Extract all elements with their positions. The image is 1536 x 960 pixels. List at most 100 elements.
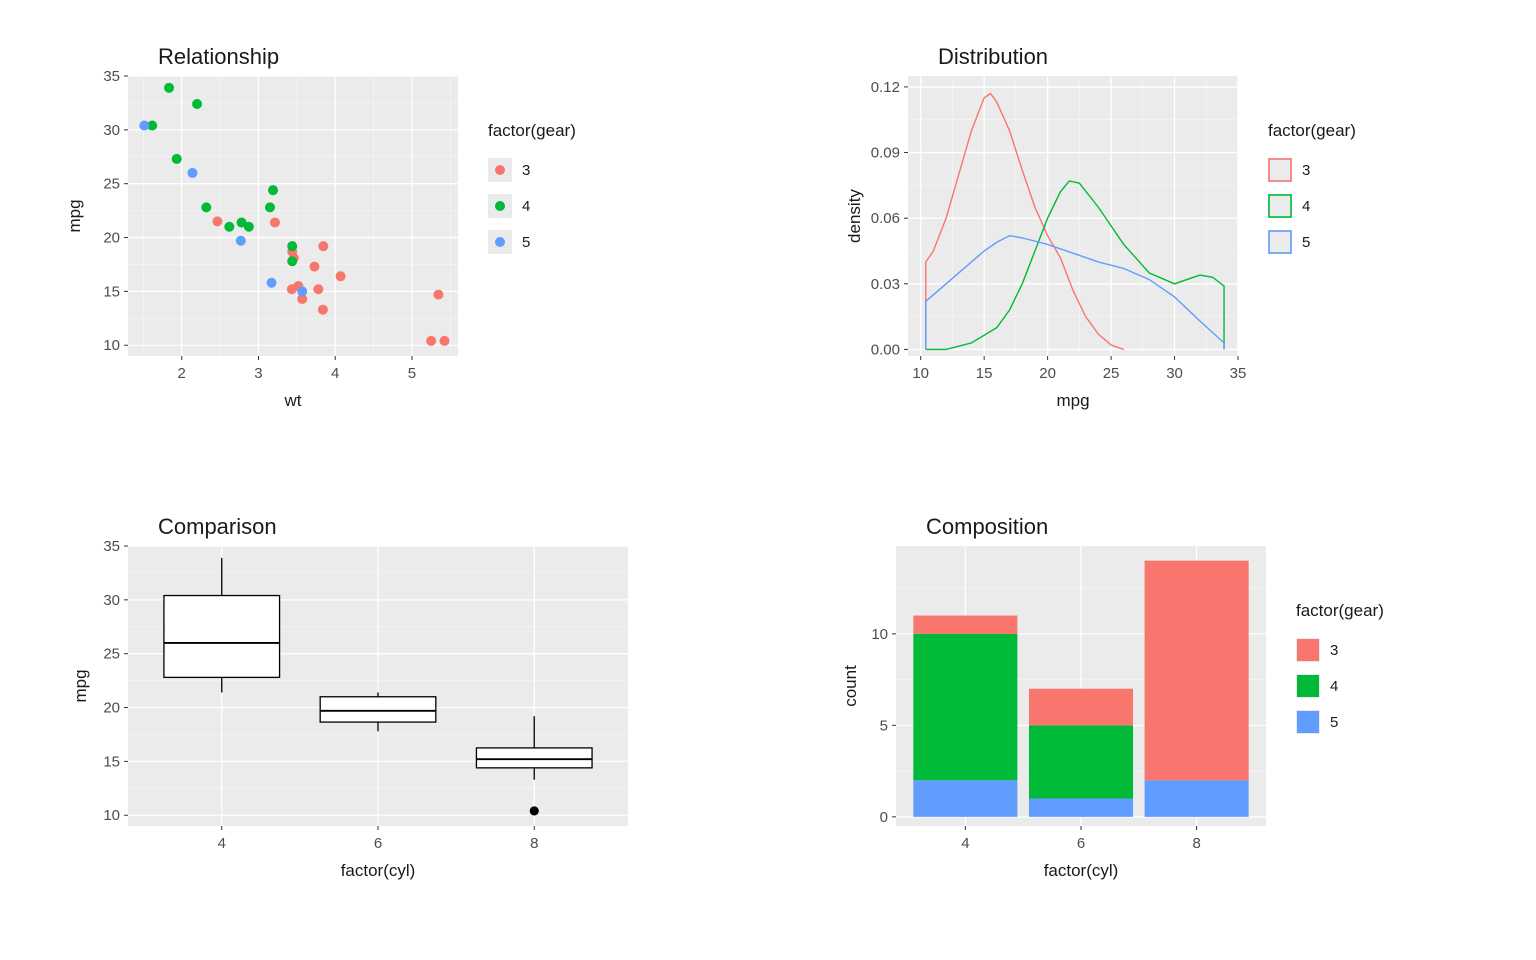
y-tick-label: 20	[103, 230, 120, 247]
scatter-point	[309, 262, 319, 272]
legend-label: 5	[522, 234, 530, 251]
x-tick-label: 35	[1230, 365, 1247, 382]
scatter-cell: Relationship2345101520253035wtmpgfactor(…	[50, 40, 728, 450]
y-tick-label: 10	[871, 626, 888, 643]
scatter-point	[313, 284, 323, 294]
y-tick-label: 15	[103, 753, 120, 770]
scatter-point	[426, 336, 436, 346]
y-tick-label: 0.00	[871, 341, 900, 358]
y-tick-label: 10	[103, 337, 120, 354]
legend-label: 4	[1330, 678, 1338, 695]
scatter-point	[268, 185, 278, 195]
legend-key: 5	[1296, 710, 1338, 734]
x-tick-label: 30	[1166, 365, 1183, 382]
scatter-point	[433, 290, 443, 300]
bar-segment	[1029, 799, 1133, 817]
scatter-point	[265, 202, 275, 212]
scatter-point	[224, 222, 234, 232]
x-axis-label: wt	[284, 391, 302, 410]
scatter-point	[267, 278, 277, 288]
x-tick-label: 2	[178, 365, 186, 382]
y-tick-label: 5	[880, 717, 888, 734]
y-tick-label: 20	[103, 700, 120, 717]
x-tick-label: 8	[1192, 835, 1200, 852]
bar-segment	[1029, 689, 1133, 726]
legend-title: factor(gear)	[1296, 601, 1384, 620]
bar-segment	[913, 616, 1017, 634]
legend-label: 3	[1330, 642, 1338, 659]
x-tick-label: 6	[374, 835, 382, 852]
stacked-bar-plot: Composition0510468factor(cyl)countfactor…	[808, 510, 1468, 900]
chart-grid: Relationship2345101520253035wtmpgfactor(…	[0, 0, 1536, 960]
scatter-point	[139, 121, 149, 131]
stack-cell: Composition0510468factor(cyl)countfactor…	[808, 510, 1486, 920]
scatter-point	[439, 336, 449, 346]
x-tick-label: 6	[1077, 835, 1085, 852]
legend-label: 3	[522, 162, 530, 179]
x-tick-label: 25	[1103, 365, 1120, 382]
legend-label: 4	[522, 198, 530, 215]
scatter-point	[192, 99, 202, 109]
scatter-point	[187, 168, 197, 178]
y-tick-label: 35	[103, 538, 120, 555]
legend-key: 4	[1268, 194, 1310, 218]
y-axis-label: density	[845, 189, 864, 243]
legend-key: 5	[1268, 230, 1310, 254]
x-tick-label: 15	[976, 365, 993, 382]
x-axis-label: factor(cyl)	[1044, 861, 1119, 880]
scatter-point	[164, 83, 174, 93]
box	[476, 748, 592, 768]
legend-label: 5	[1330, 714, 1338, 731]
y-tick-label: 25	[103, 646, 120, 663]
outlier-point	[530, 806, 539, 815]
bar-segment	[1145, 780, 1249, 817]
x-tick-label: 4	[218, 835, 226, 852]
plot-title: Comparison	[158, 514, 277, 539]
bar-segment	[1145, 561, 1249, 781]
x-tick-label: 8	[530, 835, 538, 852]
legend-label: 3	[1302, 162, 1310, 179]
bar-segment	[913, 634, 1017, 780]
y-axis-label: mpg	[71, 669, 90, 702]
box-cell: Comparison 10 15 20 25 30 35 4 6 8 factor(cyl) mpg	[50, 510, 728, 920]
y-tick-label: 0.03	[871, 276, 900, 293]
legend-key: 3	[1268, 158, 1310, 182]
y-tick-label: 0.06	[871, 210, 900, 227]
scatter-point	[201, 202, 211, 212]
scatter-point	[318, 241, 328, 251]
scatter-point	[270, 217, 280, 227]
scatter-point	[236, 236, 246, 246]
density-plot: Distribution1015202530350.000.030.060.09…	[808, 40, 1468, 430]
y-tick-label: 0.09	[871, 145, 900, 162]
scatter-point	[172, 154, 182, 164]
box	[164, 596, 280, 678]
x-tick-label: 3	[254, 365, 262, 382]
legend-title: factor(gear)	[488, 121, 576, 140]
legend-key: 3	[1296, 638, 1338, 662]
legend-key: 4	[1296, 674, 1338, 698]
x-axis-label: mpg	[1056, 391, 1089, 410]
y-tick-label: 35	[103, 68, 120, 85]
plot-title: Distribution	[938, 44, 1048, 69]
y-axis-label: mpg	[65, 199, 84, 232]
x-tick-label: 4	[331, 365, 339, 382]
box	[320, 697, 436, 722]
scatter-point	[297, 286, 307, 296]
x-axis-label: factor(cyl)	[341, 861, 416, 880]
scatter-point	[318, 305, 328, 315]
x-tick-label: 20	[1039, 365, 1056, 382]
scatter-point	[287, 256, 297, 266]
box-plot: Comparison 10 15 20 25 30 35 4 6 8 factor(cyl) mpg	[50, 510, 710, 900]
legend-key: 5	[488, 230, 530, 254]
legend-key: 3	[488, 158, 530, 182]
y-tick-label: 10	[103, 807, 120, 824]
legend-label: 5	[1302, 234, 1310, 251]
y-tick-label: 0.12	[871, 79, 900, 96]
y-tick-label: 0	[880, 809, 888, 826]
y-tick-label: 15	[103, 283, 120, 300]
scatter-point	[336, 271, 346, 281]
y-tick-label: 30	[103, 122, 120, 139]
y-tick-label: 25	[103, 176, 120, 193]
scatter-point	[237, 217, 247, 227]
y-tick-label: 30	[103, 592, 120, 609]
